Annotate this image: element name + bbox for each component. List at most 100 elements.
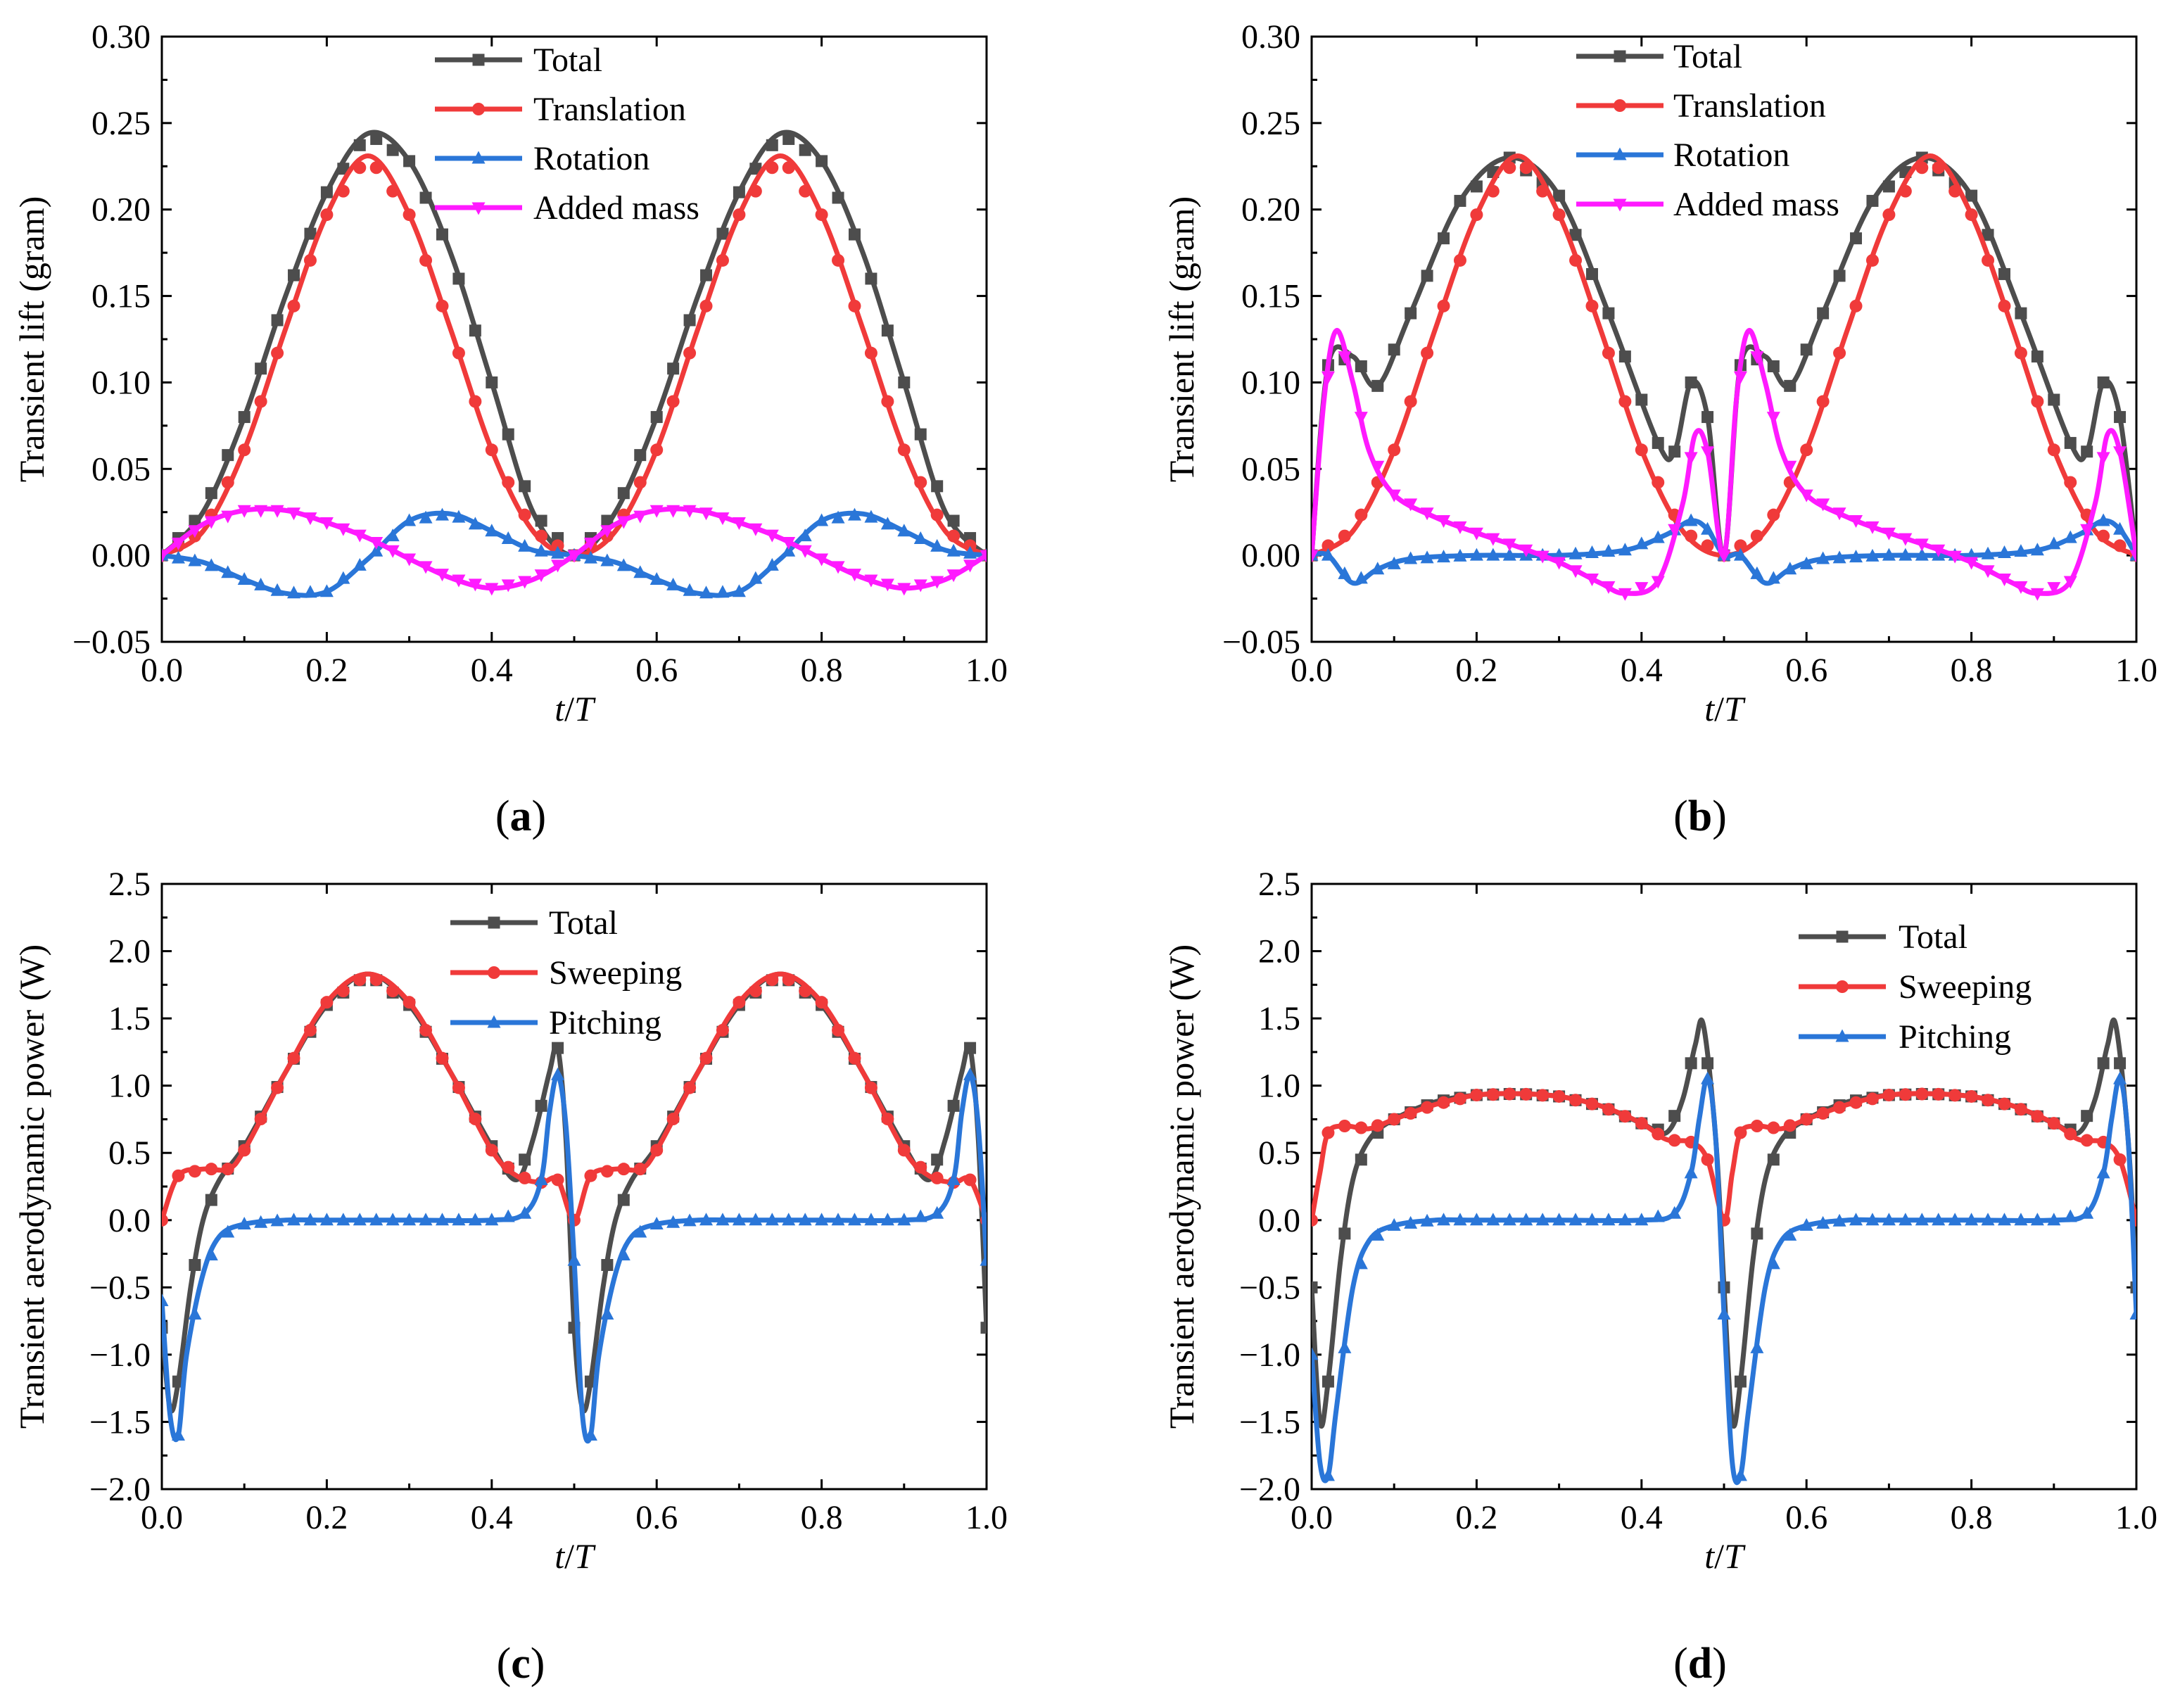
data-point: [171, 550, 185, 564]
data-point: [2064, 436, 2077, 449]
data-point: [452, 1081, 465, 1094]
data-point: [766, 139, 778, 151]
legend-marker: [471, 151, 486, 164]
data-point: [205, 1194, 217, 1206]
series-pitching: [162, 1067, 987, 1444]
x-axis-title: t/T: [554, 689, 596, 728]
data-point: [336, 1213, 350, 1226]
data-point: [865, 272, 877, 285]
x-axis-title-t: t: [554, 689, 565, 728]
data-point: [188, 1307, 202, 1320]
data-point: [782, 973, 795, 987]
data-point: [303, 512, 317, 526]
x-axis-title-slash: /: [1714, 689, 1724, 728]
data-point: [1453, 548, 1467, 562]
x-tick-label: 0.4: [471, 1499, 513, 1536]
data-point: [518, 1171, 531, 1184]
data-point: [1519, 1213, 1533, 1226]
y-tick-label: 2.0: [1258, 933, 1300, 970]
data-point: [403, 553, 417, 567]
data-point: [1899, 184, 1912, 198]
data-point: [369, 543, 384, 557]
data-point: [633, 1163, 647, 1176]
data-point: [419, 191, 432, 204]
legend: Total Translation Rotation Added mass: [435, 42, 699, 227]
data-point: [897, 524, 911, 537]
legend-marker: [1614, 99, 1626, 112]
data-point: [205, 487, 217, 500]
data-point: [1388, 443, 1401, 457]
data-point: [2096, 452, 2110, 465]
data-point: [1651, 576, 1665, 589]
data-point: [502, 1160, 515, 1174]
data-point: [1585, 267, 1598, 280]
data-point: [980, 1322, 987, 1334]
y-axis-title: Transient lift (gram): [1162, 196, 1201, 482]
x-axis-title-slash: /: [1714, 1536, 1724, 1576]
data-point: [1800, 343, 1813, 356]
data-point: [1569, 546, 1583, 559]
data-point: [2047, 536, 2061, 550]
data-point: [1652, 1127, 1665, 1141]
data-point: [1535, 1213, 1550, 1226]
data-point: [1865, 521, 1880, 534]
data-point: [898, 376, 911, 388]
data-point: [204, 1247, 218, 1260]
data-point: [1998, 1097, 2011, 1111]
x-tick-label: 1.0: [2115, 652, 2157, 689]
data-point: [831, 561, 845, 574]
data-point: [1998, 299, 2011, 312]
data-point: [1701, 539, 1714, 552]
y-tick-label: 0.5: [108, 1134, 151, 1172]
data-point: [2113, 1153, 2127, 1166]
data-point: [1668, 1110, 1681, 1122]
data-point: [2047, 443, 2060, 457]
data-point: [848, 1051, 861, 1065]
data-point: [1866, 194, 1879, 207]
data-point: [270, 505, 284, 518]
data-point: [716, 1213, 730, 1226]
data-point: [518, 576, 532, 589]
data-point: [452, 272, 465, 285]
data-point: [947, 529, 961, 543]
series-sweeping: [1312, 1087, 2136, 1227]
data-point: [634, 449, 647, 462]
data-point: [270, 1213, 284, 1227]
data-point: [683, 583, 697, 596]
x-tick-label: 0.8: [1951, 652, 1993, 689]
data-point: [1651, 1209, 1665, 1222]
legend-marker: [471, 202, 486, 215]
data-point: [221, 476, 234, 489]
x-tick-label: 1.0: [2115, 1499, 2157, 1536]
data-point: [1552, 1089, 1566, 1103]
data-point: [864, 574, 878, 588]
data-point: [1981, 1213, 1995, 1226]
x-tick-label: 0.6: [635, 1499, 678, 1536]
data-point: [1421, 346, 1434, 360]
data-point: [419, 510, 433, 524]
data-point: [732, 517, 746, 530]
data-point: [1668, 1134, 1681, 1147]
data-point: [271, 314, 284, 327]
data-point: [2031, 395, 2044, 408]
data-point: [749, 571, 763, 584]
legend-marker: [488, 916, 500, 929]
data-point: [897, 1213, 911, 1226]
data-point: [287, 507, 301, 521]
data-point: [963, 545, 977, 559]
panel-label: (b): [1673, 792, 1727, 840]
data-point: [1552, 208, 1566, 222]
panel-d: 0.0 0.2 0.4 0.6 0.8 1.0 −2.0 −1.5 −1.0 −0.5 0.0 0.5…: [1162, 866, 2157, 1688]
data-point: [1453, 1213, 1467, 1226]
data-point: [1668, 524, 1682, 537]
data-point: [336, 523, 350, 536]
data-point: [1751, 1227, 1763, 1240]
data-point: [815, 553, 829, 567]
data-point: [1981, 546, 1995, 559]
data-point: [2080, 1134, 2093, 1147]
data-point: [1321, 548, 1335, 561]
data-point: [1404, 1215, 1418, 1229]
data-point: [320, 186, 333, 198]
data-point: [436, 299, 449, 312]
y-tick-label: −0.5: [1239, 1269, 1300, 1306]
